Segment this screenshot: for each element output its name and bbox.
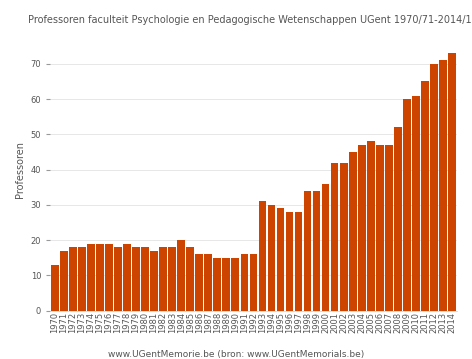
Bar bbox=[376, 145, 384, 311]
Bar bbox=[105, 244, 113, 311]
Bar bbox=[213, 258, 221, 311]
Bar bbox=[313, 191, 320, 311]
Y-axis label: Professoren: Professoren bbox=[15, 141, 25, 198]
Bar bbox=[322, 184, 329, 311]
Bar bbox=[403, 99, 411, 311]
Bar bbox=[159, 247, 167, 311]
Bar bbox=[303, 191, 312, 311]
Bar bbox=[96, 244, 104, 311]
Bar bbox=[114, 247, 122, 311]
Bar bbox=[268, 205, 275, 311]
Bar bbox=[421, 81, 429, 311]
Bar bbox=[241, 254, 248, 311]
Bar bbox=[169, 247, 176, 311]
Bar bbox=[394, 127, 402, 311]
Bar bbox=[448, 53, 456, 311]
Bar bbox=[412, 95, 420, 311]
Bar bbox=[51, 265, 59, 311]
Bar bbox=[186, 247, 194, 311]
Bar bbox=[132, 247, 140, 311]
Bar bbox=[123, 244, 131, 311]
Bar bbox=[367, 141, 375, 311]
Bar bbox=[150, 251, 158, 311]
Bar bbox=[331, 163, 338, 311]
Title: Professoren faculteit Psychologie en Pedagogische Wetenschappen UGent 1970/71-20: Professoren faculteit Psychologie en Ped… bbox=[28, 15, 472, 25]
Bar bbox=[177, 240, 185, 311]
Bar bbox=[385, 145, 393, 311]
Bar bbox=[69, 247, 76, 311]
Bar bbox=[60, 251, 67, 311]
Bar bbox=[295, 212, 303, 311]
Bar bbox=[141, 247, 149, 311]
Bar bbox=[87, 244, 95, 311]
Bar bbox=[277, 208, 284, 311]
Bar bbox=[204, 254, 212, 311]
Bar bbox=[78, 247, 85, 311]
Bar bbox=[195, 254, 203, 311]
Bar bbox=[430, 64, 438, 311]
Bar bbox=[222, 258, 230, 311]
Text: www.UGentMemorie.be (bron: www.UGentMemorials.be): www.UGentMemorie.be (bron: www.UGentMemo… bbox=[108, 350, 364, 359]
Bar bbox=[439, 60, 447, 311]
Bar bbox=[231, 258, 239, 311]
Bar bbox=[349, 152, 356, 311]
Bar bbox=[358, 145, 366, 311]
Bar bbox=[250, 254, 257, 311]
Bar bbox=[340, 163, 347, 311]
Bar bbox=[286, 212, 293, 311]
Bar bbox=[259, 201, 266, 311]
